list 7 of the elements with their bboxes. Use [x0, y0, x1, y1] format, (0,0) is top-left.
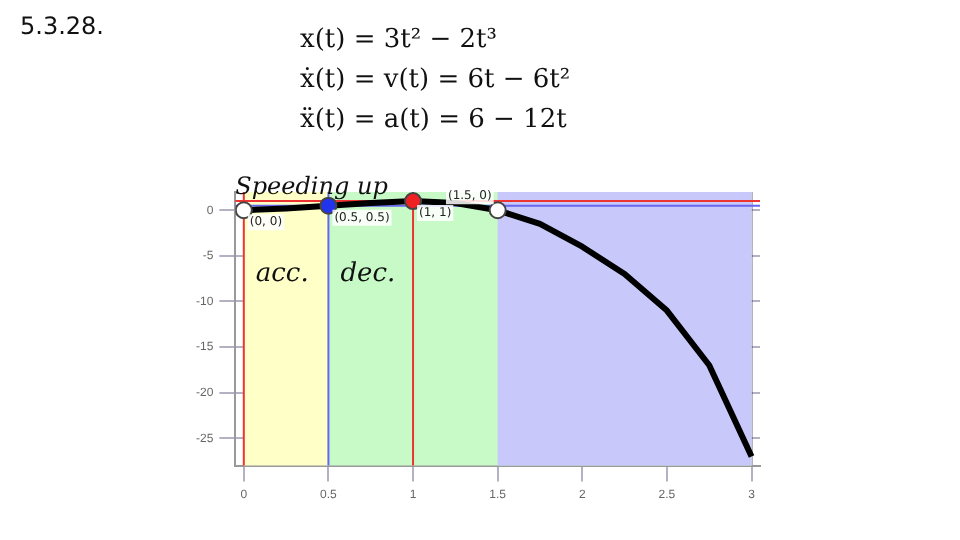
- band-label: dec.: [340, 258, 396, 289]
- band-label: acc.: [255, 258, 309, 289]
- text: ẍ(t) = a(t) = 6 − 12t: [300, 104, 569, 135]
- annotation: Speeding up: [235, 171, 389, 200]
- text: ẋ(t) = v(t) = 6t − 6t²: [300, 64, 571, 95]
- chart-title: 5.3.28.: [20, 12, 104, 41]
- text: x(t) = 3t² − 2t³: [300, 24, 497, 55]
